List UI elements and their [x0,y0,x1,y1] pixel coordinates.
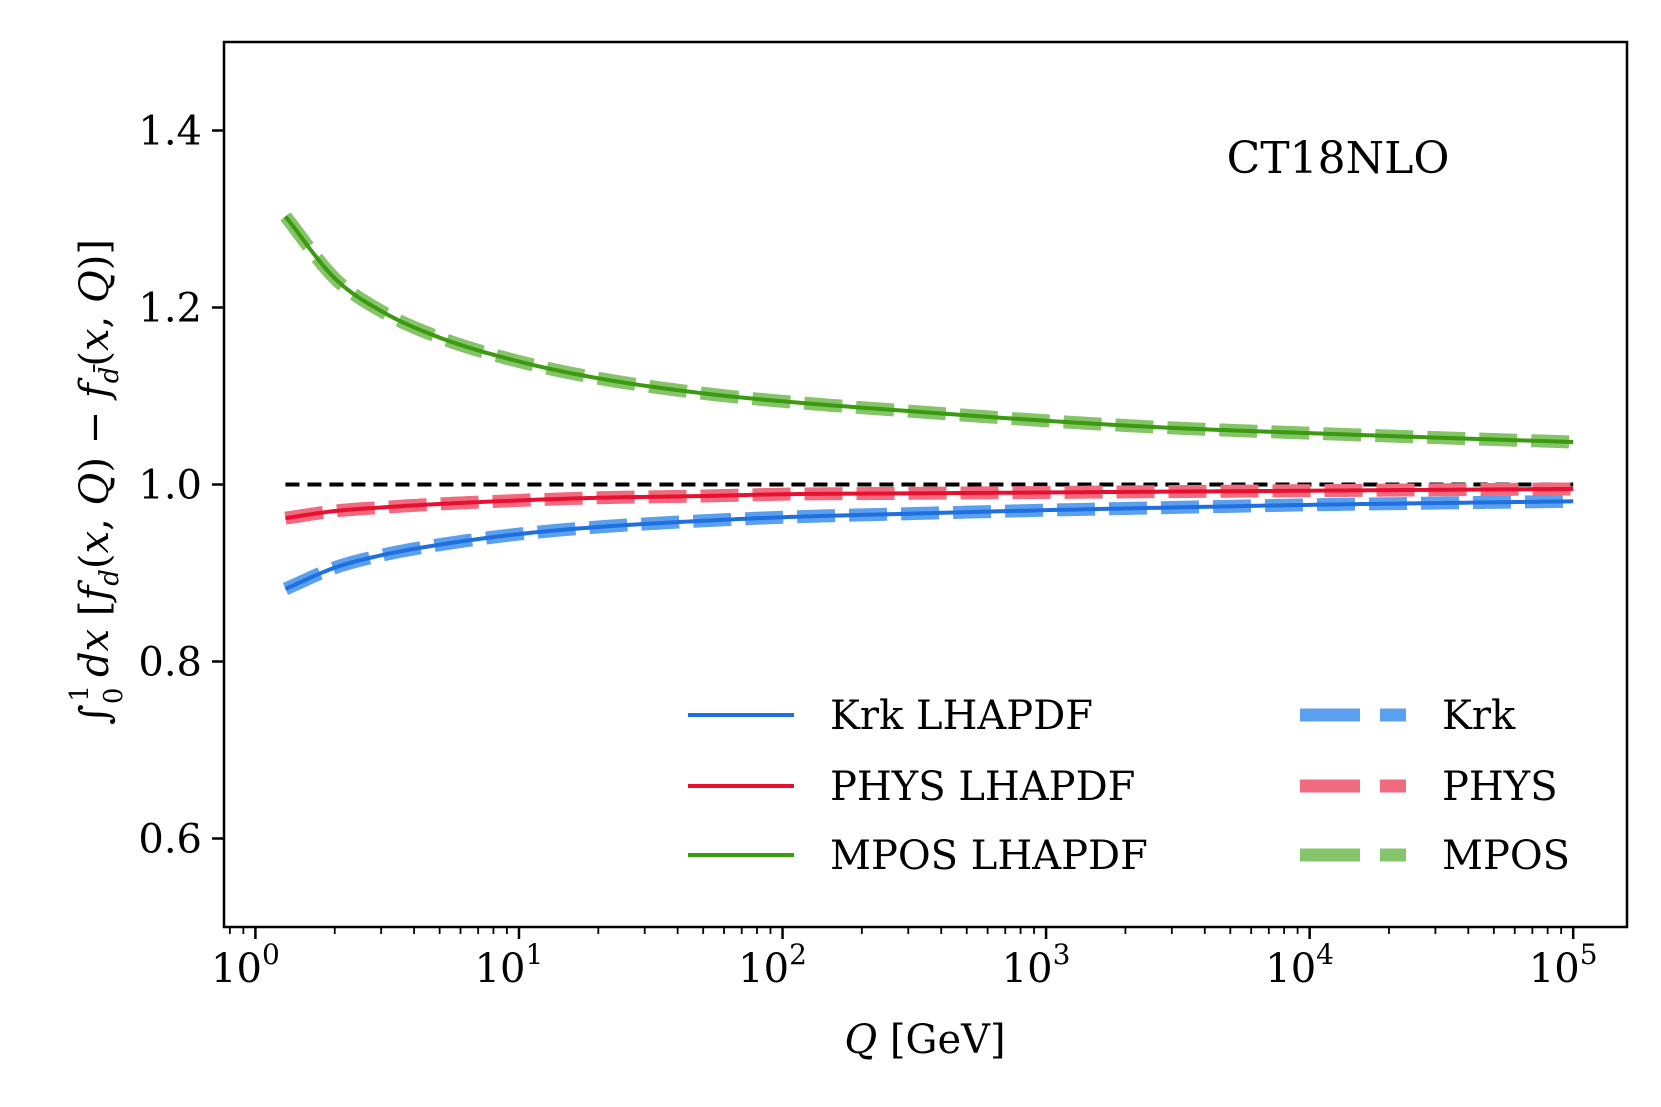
legend: Krk LHAPDF PHYS LHAPDF MPOS LHAPDF Krk PHYS M… [688,693,1570,879]
series-mpos-line [280,212,1574,449]
plot-frame [222,40,1629,929]
series-krk-lhapdf-line [284,499,1574,591]
x-tick-label: 100 [211,938,280,992]
chart-annotation: CT18NLO [1227,133,1450,184]
x-axis-label: Q [GeV] [844,1017,1005,1063]
x-tick-label: 102 [738,938,807,992]
y-tick-label: 0.6 [138,817,202,863]
series-phys-lhapdf-line [285,486,1574,521]
y-axis-label: ∫01dx [fd(x, Q) − fd̄(x, Q)] [65,239,129,725]
x-tick-label: 103 [1002,938,1071,992]
y-tick-label: 1.0 [138,463,202,509]
legend-label-mpos-lhapdf: MPOS LHAPDF [830,833,1148,879]
ticks-layer: 0.6 0.8 1.0 1.2 1.4 100 101 102 103 104 105 [138,109,1597,993]
y-tick-label: 1.4 [138,109,202,155]
x-tick-label: 105 [1529,938,1598,992]
x-tick-label: 104 [1265,938,1334,992]
series-mpos-lhapdf-line [283,215,1574,445]
y-tick-label: 0.8 [138,640,202,686]
legend-label-phys-lhapdf: PHYS LHAPDF [830,764,1135,810]
x-tick-label: 101 [475,938,544,992]
y-tick-label: 1.2 [138,286,202,332]
legend-label-krk: Krk [1442,693,1516,739]
legend-label-krk-lhapdf: Krk LHAPDF [830,693,1093,739]
legend-label-phys: PHYS [1442,764,1558,810]
data-layer [280,212,1574,595]
legend-label-mpos: MPOS [1442,833,1570,879]
